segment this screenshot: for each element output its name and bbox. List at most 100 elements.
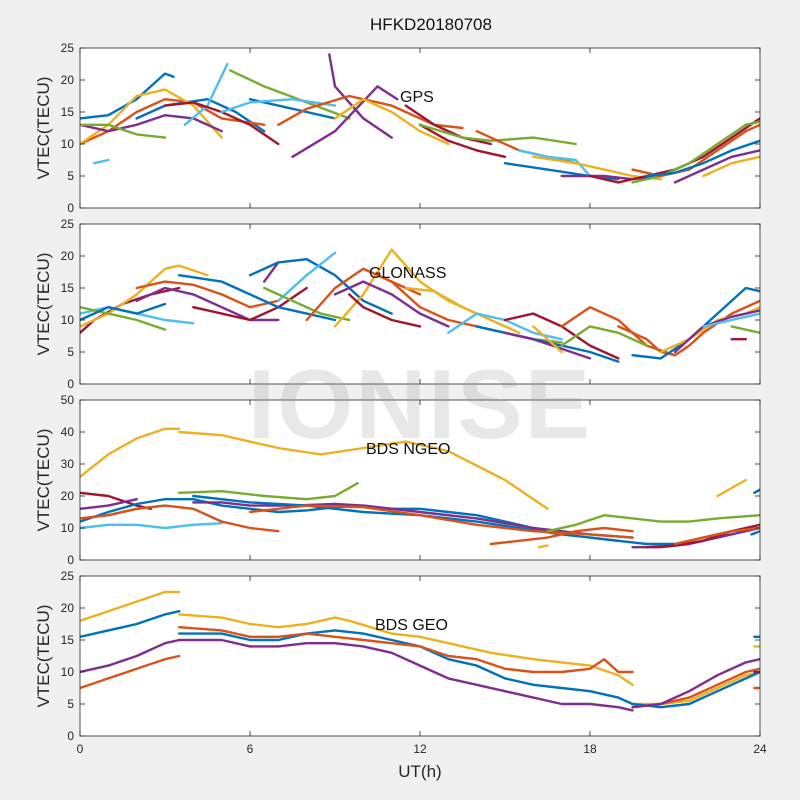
- series-line: [178, 430, 549, 510]
- chart-panel: 0 5 10 15 20 25 VTEC(TECU) GLONASS: [34, 217, 761, 391]
- plot-area: [80, 400, 760, 560]
- series-line: [532, 325, 563, 354]
- series-line: [80, 638, 181, 674]
- series-line: [404, 286, 521, 334]
- y-tick-label: 20: [61, 73, 75, 87]
- series-line: [753, 488, 760, 494]
- series-line: [291, 85, 399, 158]
- series-group: [80, 427, 760, 549]
- series-line: [328, 53, 393, 139]
- series-line: [80, 123, 167, 139]
- series-line: [135, 286, 280, 322]
- series-line: [178, 613, 634, 686]
- series-line: [418, 123, 577, 146]
- y-tick-label: 5: [67, 697, 74, 711]
- series-line: [645, 139, 760, 178]
- series-line: [503, 162, 620, 181]
- series-line: [80, 654, 181, 690]
- series-line: [277, 94, 464, 130]
- plot-area: [80, 48, 760, 208]
- series-line: [80, 302, 167, 322]
- y-tick-label: 20: [61, 489, 75, 503]
- y-tick-label: 10: [61, 313, 75, 327]
- y-tick-label: 25: [61, 41, 75, 55]
- chart-panel: 0 10 20 30 40 50 VTEC(TECU) BDS NGEO: [34, 393, 761, 567]
- series-line: [631, 670, 760, 709]
- series-line: [178, 626, 634, 674]
- y-tick-label: 0: [67, 201, 74, 215]
- y-tick-label: 20: [61, 249, 75, 263]
- x-tick-label: 18: [583, 742, 597, 756]
- x-axis-label: UT(h): [398, 762, 441, 781]
- series-line: [333, 280, 450, 328]
- panel-label: BDS GEO: [375, 617, 448, 634]
- x-tick-label: 6: [247, 742, 254, 756]
- y-tick-label: 5: [67, 345, 74, 359]
- series-line: [80, 610, 181, 638]
- plot-area: [80, 576, 760, 736]
- series-line: [80, 504, 280, 533]
- series-line: [560, 174, 662, 181]
- y-tick-label: 10: [61, 137, 75, 151]
- y-tick-label: 10: [61, 665, 75, 679]
- y-tick-label: 25: [61, 569, 75, 583]
- y-tick-label: 15: [61, 633, 75, 647]
- series-line: [220, 98, 337, 114]
- series-line: [80, 427, 181, 478]
- x-tick-label: 12: [413, 742, 427, 756]
- series-line: [263, 286, 351, 322]
- x-tick-label: 0: [77, 742, 84, 756]
- series-line: [80, 88, 223, 146]
- chart-panel: 0 5 10 15 20 25 0 6 12 18 24 VTEC(TECU) BDS GEO: [34, 569, 767, 756]
- series-group: [80, 590, 760, 712]
- chart-panel: 0 5 10 15 20 25 VTEC(TECU) GPS: [34, 41, 761, 215]
- series-line: [546, 514, 760, 533]
- series-line: [560, 325, 648, 347]
- series-line: [673, 149, 760, 184]
- series-line: [192, 286, 308, 322]
- series-line: [80, 114, 223, 133]
- watermark: IONISE: [248, 349, 592, 459]
- series-line: [730, 325, 760, 334]
- y-tick-label: 0: [67, 377, 74, 391]
- series-line: [348, 293, 422, 328]
- chart-panels: 0 5 10 15 20 25 VTEC(TECU) GPS 0 5 10 15 20 25 VTEC(TE…: [34, 41, 767, 756]
- y-tick-label: 0: [67, 553, 74, 567]
- y-tick-label: 40: [61, 425, 75, 439]
- y-tick-label: 25: [61, 217, 75, 231]
- y-tick-label: 50: [61, 393, 75, 407]
- y-axis-label: VTEC(TECU): [34, 77, 53, 180]
- y-tick-label: 20: [61, 601, 75, 615]
- y-axis-label: VTEC(TECU): [34, 429, 53, 532]
- series-group: [80, 53, 760, 184]
- series-line: [673, 309, 760, 354]
- series-line: [631, 658, 760, 709]
- series-line: [192, 494, 563, 536]
- series-line: [248, 504, 634, 539]
- series-line: [277, 251, 337, 302]
- series-line: [80, 498, 138, 510]
- series-line: [229, 69, 351, 120]
- series-line: [750, 530, 760, 536]
- series-line: [135, 280, 280, 309]
- series-group: [80, 248, 760, 363]
- y-tick-label: 15: [61, 281, 75, 295]
- series-line: [702, 155, 760, 178]
- series-line: [178, 638, 634, 712]
- y-axis-label: VTEC(TECU): [34, 253, 53, 356]
- x-tick-label: 24: [753, 742, 767, 756]
- series-line: [183, 62, 229, 126]
- series-line: [518, 149, 592, 178]
- series-line: [537, 544, 549, 549]
- y-tick-label: 10: [61, 521, 75, 535]
- series-line: [80, 590, 181, 622]
- series-line: [333, 98, 450, 146]
- series-line: [716, 478, 747, 498]
- series-line: [702, 312, 760, 328]
- panel-label: GLONASS: [369, 265, 446, 282]
- series-line: [404, 104, 492, 146]
- series-line: [489, 526, 634, 546]
- series-line: [362, 267, 478, 328]
- y-tick-label: 5: [67, 169, 74, 183]
- series-line: [178, 482, 359, 501]
